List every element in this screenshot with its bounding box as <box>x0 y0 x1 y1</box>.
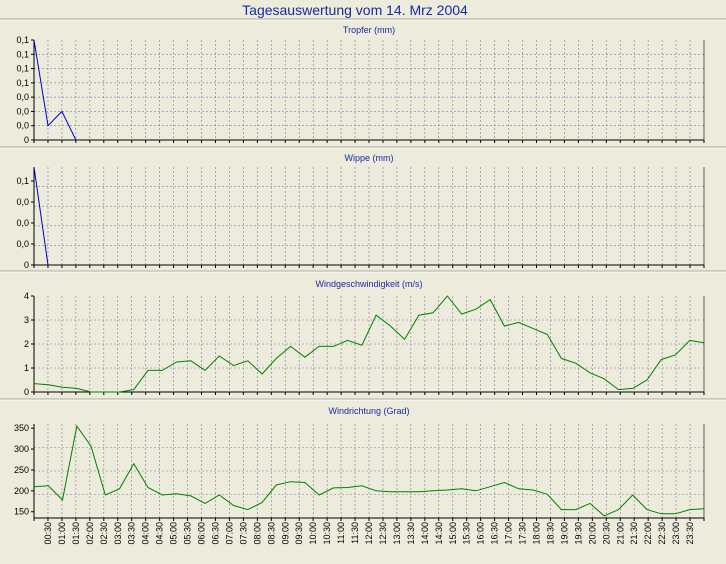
x-tick-label: 16:30 <box>490 522 500 545</box>
y-tick-label: 200 <box>14 486 29 496</box>
x-tick-label: 01:30 <box>71 522 81 545</box>
x-tick-label: 08:30 <box>266 522 276 545</box>
x-tick-label: 18:00 <box>532 522 542 545</box>
y-tick-label: 0,0 <box>16 197 29 207</box>
y-tick-label: 0,0 <box>16 239 29 249</box>
x-tick-label: 16:00 <box>476 522 486 545</box>
chart-panel-4: Windrichtung (Grad) 150 200 250 300 350 <box>0 398 726 521</box>
x-tick-label: 11:00 <box>336 522 346 544</box>
y-tick-label: 250 <box>14 465 29 475</box>
x-axis-labels: 00:30 01:00 01:30 02:00 02:30 03:00 03:30 04:00… <box>43 522 695 545</box>
y-tick-label: 0 <box>24 387 29 397</box>
y-tick-label: 0,1 <box>16 78 29 88</box>
y-tick-label: 0,0 <box>16 218 29 228</box>
x-tick-label: 12:30 <box>378 522 388 545</box>
x-tick-label: 00:30 <box>43 522 53 545</box>
x-tick-label: 10:30 <box>322 522 332 545</box>
x-tick-label: 10:00 <box>308 522 318 545</box>
y-tick-label: 0,1 <box>16 35 29 45</box>
y-tick-label: 0,0 <box>16 121 29 131</box>
x-tick-label: 04:00 <box>141 522 151 545</box>
x-tick-label: 23:00 <box>671 522 681 545</box>
y-tick-label: 0 <box>24 260 29 270</box>
x-tick-label: 19:00 <box>559 522 569 545</box>
x-tick-label: 23:30 <box>685 522 695 545</box>
x-tick-label: 05:00 <box>169 522 179 545</box>
x-tick-label: 11:30 <box>350 522 360 544</box>
x-tick-label: 15:00 <box>448 522 458 545</box>
y-tick-label: 2 <box>24 339 29 349</box>
x-tick-label: 18:30 <box>545 522 555 545</box>
x-tick-label: 07:00 <box>224 522 234 545</box>
x-tick-label: 22:00 <box>643 522 653 545</box>
x-tick-label: 03:00 <box>113 522 123 545</box>
x-tick-label: 19:30 <box>573 522 583 545</box>
x-tick-label: 09:30 <box>294 522 304 545</box>
x-tick-label: 17:00 <box>504 522 514 545</box>
x-tick-label: 09:00 <box>280 522 290 545</box>
y-tick-label: 0,0 <box>16 92 29 102</box>
x-tick-label: 06:30 <box>210 522 220 545</box>
y-tick-label: 0,1 <box>16 49 29 59</box>
y-tick-label: 0 <box>24 135 29 145</box>
chart-title: Wippe (mm) <box>345 153 394 163</box>
series-line <box>33 166 49 266</box>
x-tick-label: 12:00 <box>364 522 374 545</box>
x-tick-label: 02:00 <box>85 522 95 545</box>
chart-panel-3: Windgeschwindigkeit (m/s) 0 1 2 3 4 <box>0 270 726 397</box>
x-tick-label: 01:00 <box>57 522 67 545</box>
x-tick-label: 05:30 <box>183 522 193 545</box>
series-line <box>33 39 77 141</box>
x-tick-label: 03:30 <box>127 522 137 545</box>
x-tick-label: 06:00 <box>197 522 207 545</box>
x-tick-label: 02:30 <box>99 522 109 545</box>
x-tick-label: 14:00 <box>420 522 430 545</box>
x-tick-label: 13:30 <box>406 522 416 545</box>
x-tick-label: 07:30 <box>238 522 248 545</box>
y-tick-label: 1 <box>24 363 29 373</box>
chart-panel-1: Tropfer (mm) 0 0,0 0,0 0,0 0,1 0,1 0,1 0,1 <box>0 18 726 145</box>
x-tick-label: 20:30 <box>601 522 611 545</box>
y-tick-label: 0,1 <box>16 64 29 74</box>
y-tick-label: 350 <box>14 423 29 433</box>
x-tick-label: 14:30 <box>434 522 444 545</box>
series-line <box>33 295 705 393</box>
y-tick-label: 0,1 <box>16 176 29 186</box>
x-tick-label: 22:30 <box>657 522 667 545</box>
x-tick-label: 08:00 <box>252 522 262 545</box>
x-tick-label: 21:00 <box>615 522 625 545</box>
x-tick-label: 13:00 <box>392 522 402 545</box>
y-tick-label: 4 <box>24 291 29 301</box>
chart-title: Tropfer (mm) <box>343 25 395 35</box>
y-tick-label: 300 <box>14 444 29 454</box>
x-tick-label: 21:30 <box>629 522 639 545</box>
series-line <box>33 424 705 517</box>
y-tick-label: 150 <box>14 507 29 517</box>
page-title: Tagesauswertung vom 14. Mrz 2004 <box>242 2 468 18</box>
chart-title: Windgeschwindigkeit (m/s) <box>315 279 422 289</box>
y-tick-label: 3 <box>24 315 29 325</box>
x-tick-label: 15:30 <box>462 522 472 545</box>
chart-title: Windrichtung (Grad) <box>328 406 409 416</box>
x-tick-label: 20:00 <box>587 522 597 545</box>
x-tick-label: 17:30 <box>518 522 528 545</box>
x-tick-label: 04:30 <box>155 522 165 545</box>
y-tick-label: 0,0 <box>16 106 29 116</box>
chart-panel-2: Wippe (mm) 0 0,0 0,0 0,0 0,1 <box>0 146 726 270</box>
